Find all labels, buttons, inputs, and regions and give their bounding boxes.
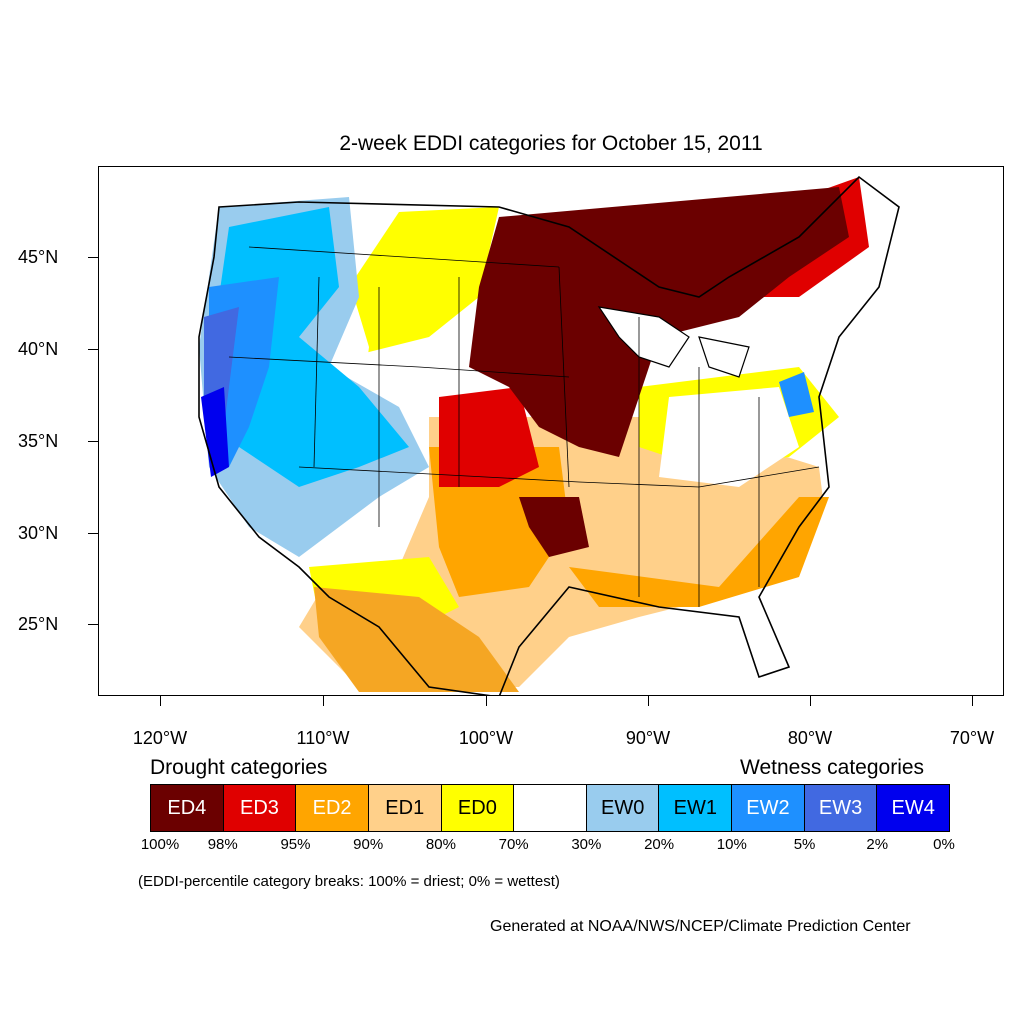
lon-label-70w: 70°W — [949, 728, 995, 748]
lat-tick — [88, 624, 98, 625]
map-title: 2-week EDDI categories for October 15, 2… — [339, 132, 763, 155]
percentile-label: 90% — [353, 836, 384, 853]
legend-cell-ed2: ED2 — [296, 785, 369, 831]
lon-label-120w: 120°W — [132, 728, 188, 748]
wetness-categories-title: Wetness categories — [740, 756, 925, 779]
percentile-label: 20% — [644, 836, 675, 853]
percentile-label: 2% — [866, 836, 889, 853]
percentile-label: 0% — [933, 836, 955, 853]
legend-cell-ew4: EW4 — [877, 785, 950, 831]
lat-tick — [88, 533, 98, 534]
lat-tick — [88, 441, 98, 442]
ew2-region-eastcoast — [779, 372, 814, 417]
lat-label-30: 30°N — [18, 523, 59, 543]
ew1-region-west — [209, 207, 409, 487]
lat-label-25: 25°N — [18, 614, 59, 634]
percentile-label: 95% — [280, 836, 311, 853]
lon-label-100w: 100°W — [458, 728, 514, 748]
legend-cell-ed4: ED4 — [151, 785, 224, 831]
lat-tick — [88, 349, 98, 350]
percentile-label: 100% — [140, 836, 180, 853]
lat-label-40: 40°N — [18, 339, 59, 359]
legend-cell-ed1: ED1 — [368, 785, 442, 831]
state-borders — [228, 246, 820, 607]
lon-tick — [486, 696, 487, 706]
legend-cell-ew2: EW2 — [732, 785, 805, 831]
lon-tick — [972, 696, 973, 706]
percentile-label: 98% — [207, 836, 238, 853]
lat-label-45: 45°N — [18, 247, 59, 267]
ed3-region-plains — [439, 387, 539, 487]
great-lakes — [597, 306, 750, 378]
legend-cell-neutral — [514, 785, 587, 831]
legend-cell-ed3: ED3 — [223, 785, 297, 831]
lon-tick — [323, 696, 324, 706]
percentile-label: 5% — [793, 836, 816, 853]
ed0-region-north — [329, 207, 499, 357]
lon-tick — [160, 696, 161, 706]
lon-label-90w: 90°W — [625, 728, 671, 748]
legend-cell-ew0: EW0 — [586, 785, 660, 831]
ew4-region-coast — [201, 387, 229, 477]
credit-line: Generated at NOAA/NWS/NCEP/Climate Predi… — [490, 918, 911, 935]
lat-label-35: 35°N — [18, 431, 59, 451]
neutral-region-ohio — [659, 387, 799, 487]
percentile-label: 10% — [716, 836, 747, 853]
lon-tick — [810, 696, 811, 706]
percentile-label: 80% — [425, 836, 456, 853]
lon-label-110w: 110°W — [296, 728, 350, 748]
lon-tick — [648, 696, 649, 706]
percentile-label: 70% — [498, 836, 529, 853]
percentile-label: 30% — [571, 836, 602, 853]
drought-categories-title: Drought categories — [150, 756, 328, 779]
legend-cell-ed0: ED0 — [441, 785, 515, 831]
eddi-map — [98, 166, 1004, 696]
legend-cell-ew1: EW1 — [659, 785, 733, 831]
lat-tick — [88, 257, 98, 258]
footnote: (EDDI-percentile category breaks: 100% =… — [138, 873, 560, 890]
category-legend: ED4 ED3 ED2 ED1 ED0 EW0 EW1 EW2 EW3 EW4 — [150, 784, 950, 832]
ed2-region-southeast — [569, 497, 829, 607]
lon-label-80w: 80°W — [787, 728, 833, 748]
us-outline — [198, 175, 900, 695]
legend-cell-ew3: EW3 — [804, 785, 878, 831]
ed2-region-mexico — [314, 587, 519, 692]
map-canvas — [198, 175, 900, 695]
ed4-region-texas — [519, 497, 589, 557]
